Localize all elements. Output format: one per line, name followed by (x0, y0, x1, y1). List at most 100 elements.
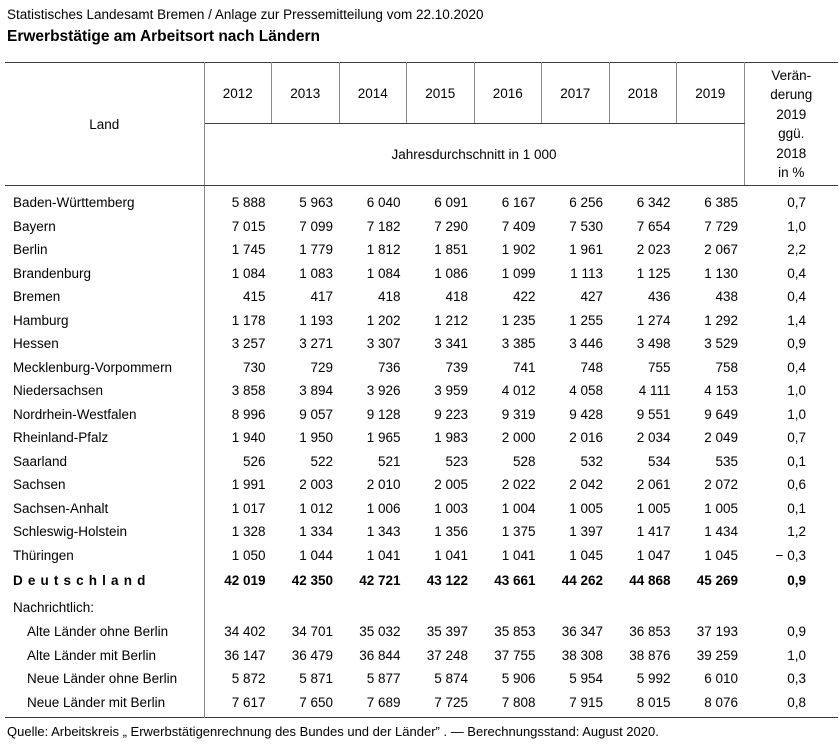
value-cell: 523 (445, 453, 468, 469)
value-cell: 1 851 (434, 242, 468, 258)
value-cell (204, 594, 272, 620)
value-cell: 1 950 (299, 430, 333, 446)
value-cell: 35 397 (426, 624, 468, 640)
table-row: Hamburg 1 178 1 193 1 202 1 212 1 235 1 255 1 2… (5, 308, 838, 332)
value-cell: 736 (377, 359, 401, 375)
source-line: Statistisches Landesamt Bremen / Anlage … (7, 7, 484, 22)
employment-table: Land 2012 2013 2014 2015 2016 2017 2018 … (5, 62, 838, 719)
value-cell: 6 342 (636, 195, 671, 211)
value-cell: 1 178 (231, 312, 266, 328)
change-cell: 0,4 (787, 265, 806, 281)
source-note: Quelle: Arbeitskreis „ Erwerbstätigenrec… (7, 724, 659, 740)
value-cell: 5 888 (231, 195, 266, 211)
value-cell: 37 193 (696, 624, 738, 640)
value-cell: 1 328 (231, 524, 266, 540)
column-header-year-2013: 2013 (271, 62, 340, 124)
row-label: Schleswig-Holstein (5, 520, 205, 544)
value-cell: 44 868 (629, 573, 671, 588)
value-cell: 5 992 (636, 671, 671, 687)
value-cell: 1 235 (501, 312, 536, 328)
value-cell: 43 661 (494, 573, 536, 588)
value-cell: 9 128 (366, 406, 401, 422)
value-cell: 42 019 (224, 573, 266, 588)
value-cell: 42 350 (291, 573, 333, 588)
value-cell: 1 012 (299, 500, 333, 516)
value-cell: 36 479 (291, 647, 333, 663)
value-cell: 1 003 (434, 500, 468, 516)
value-cell: 3 341 (434, 336, 468, 352)
value-cell: 755 (647, 359, 671, 375)
value-cell: 7 650 (299, 695, 333, 711)
column-header-year-2012: 2012 (204, 62, 272, 124)
value-cell: 2 022 (501, 477, 536, 493)
value-cell: 5 954 (569, 671, 603, 687)
table-row: Thüringen 1 050 1 044 1 041 1 041 1 041 1 045 1… (5, 543, 838, 567)
row-label: Hessen (5, 332, 205, 356)
value-cell: 3 529 (704, 336, 738, 352)
value-cell: 1 356 (434, 524, 468, 540)
value-cell: 9 649 (704, 406, 738, 422)
table-row: Neue Länder mit Berlin 7 617 7 650 7 689 7 7… (5, 690, 838, 718)
value-cell: 535 (715, 453, 738, 469)
value-cell: 44 262 (561, 573, 603, 588)
value-cell: 37 248 (426, 647, 468, 663)
change-cell: 0,4 (787, 289, 806, 305)
value-cell: 3 894 (299, 383, 333, 399)
value-cell: 1 397 (569, 524, 603, 540)
value-cell: 7 409 (501, 218, 536, 234)
value-cell: 9 319 (501, 406, 536, 422)
table-row: Sachsen-Anhalt 1 017 1 012 1 006 1 003 1 004 1… (5, 496, 838, 520)
value-cell: 6 091 (434, 195, 468, 211)
table-row: Baden-Württemberg 5 888 5 963 6 040 6 091 6 1… (5, 185, 838, 215)
value-cell: 1 041 (366, 547, 401, 563)
value-cell: 3 307 (366, 336, 401, 352)
value-cell: 36 853 (629, 624, 671, 640)
table-row: Bayern 7 015 7 099 7 182 7 290 7 409 7 530 7 65… (5, 214, 838, 238)
value-cell: 1 212 (434, 312, 468, 328)
change-cell: 0,9 (787, 624, 806, 640)
value-cell: 35 032 (359, 624, 401, 640)
change-cell: 1,4 (787, 312, 806, 328)
value-cell (407, 594, 475, 620)
value-cell: 1 045 (569, 547, 603, 563)
table-header: Land 2012 2013 2014 2015 2016 2017 2018 … (5, 62, 838, 186)
value-cell: 1 130 (704, 265, 738, 281)
value-cell: 36 147 (224, 647, 266, 663)
change-cell: 0,6 (787, 477, 806, 493)
row-label: Baden-Württemberg (5, 185, 205, 215)
table-row: Sachsen 1 991 2 003 2 010 2 005 2 022 2 042 2 0… (5, 473, 838, 497)
value-cell: 43 122 (426, 573, 468, 588)
row-label: Sachsen (5, 473, 205, 497)
value-cell: 1 084 (366, 265, 401, 281)
value-cell: 1 045 (704, 547, 738, 563)
value-cell: 2 016 (569, 430, 603, 446)
value-cell: 2 061 (636, 477, 671, 493)
column-header-year-2019: 2019 (676, 62, 744, 124)
row-label: Brandenburg (5, 261, 205, 285)
value-cell: 1 940 (231, 430, 266, 446)
value-cell: 4 153 (704, 383, 738, 399)
value-cell: 528 (512, 453, 536, 469)
value-cell: 1 375 (501, 524, 536, 540)
row-label: Rheinland-Pfalz (5, 426, 205, 450)
value-cell: 521 (377, 453, 401, 469)
value-cell: 2 000 (501, 430, 536, 446)
value-cell: 2 003 (299, 477, 333, 493)
row-label: Mecklenburg-Vorpommern (5, 355, 205, 379)
value-cell: 1 084 (231, 265, 266, 281)
value-cell: 2 049 (704, 430, 738, 446)
column-header-change: Verän- derung 2019 ggü. 2018 in % (743, 62, 838, 186)
column-header-year-2017: 2017 (541, 62, 610, 124)
table-row: Alte Länder mit Berlin 36 147 36 479 36 844… (5, 643, 838, 668)
table-row: Nachrichtlich: (5, 594, 838, 620)
row-label: Neue Länder ohne Berlin (5, 667, 205, 691)
value-cell: 2 010 (366, 477, 401, 493)
row-label: Bremen (5, 285, 205, 309)
table-row: Schleswig-Holstein 1 328 1 334 1 343 1 356 1 … (5, 520, 838, 544)
table-row: Brandenburg 1 084 1 083 1 084 1 086 1 099 1 11… (5, 261, 838, 285)
row-label: Nachrichtlich: (5, 594, 205, 620)
table-row: Niedersachsen 3 858 3 894 3 926 3 959 4 012 4 … (5, 379, 838, 403)
change-cell: 0,7 (787, 430, 806, 446)
value-cell: 3 858 (231, 383, 266, 399)
value-cell: 1 961 (569, 242, 603, 258)
